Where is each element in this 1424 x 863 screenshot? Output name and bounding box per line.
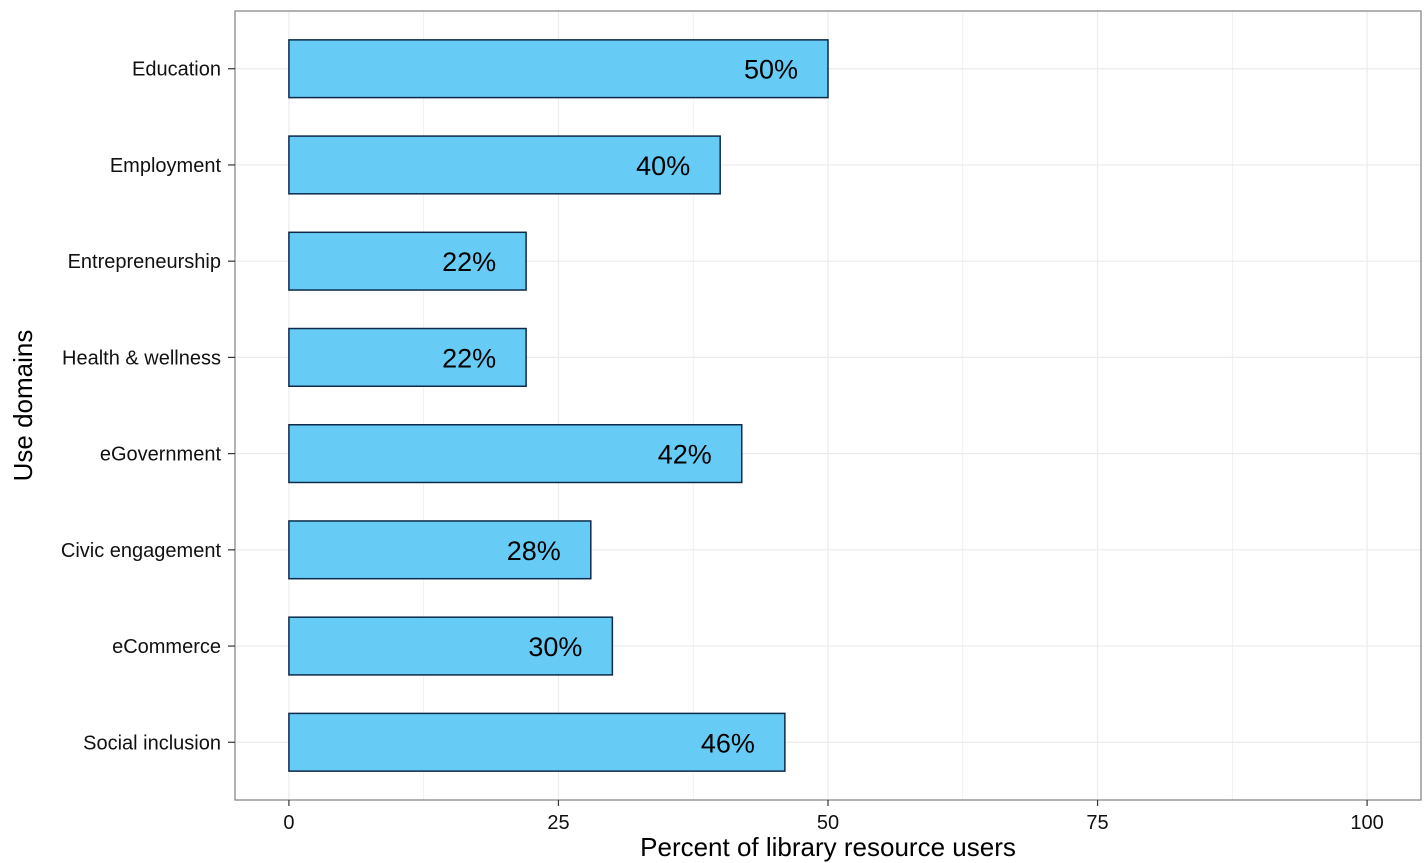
- bar-value-label: 46%: [701, 728, 755, 758]
- bars: [288, 39, 829, 772]
- bar-entrepreneurship: [288, 231, 527, 291]
- y-axis: Education Employment Entrepreneurship Healt…: [61, 59, 235, 754]
- y-tick-label: Health & wellness: [62, 347, 221, 369]
- y-axis-title: Use domains: [8, 330, 38, 482]
- x-tick-label: 25: [547, 812, 569, 834]
- x-tick-label: 75: [1086, 812, 1108, 834]
- y-tick-label: Civic engagement: [61, 540, 222, 562]
- x-tick-label: 0: [283, 812, 294, 834]
- x-axis-title: Percent of library resource users: [640, 832, 1016, 862]
- y-tick-label: eGovernment: [100, 444, 222, 466]
- grid-lines: [235, 11, 1421, 800]
- x-tick-label: 100: [1350, 812, 1383, 834]
- bar-ecommerce: [288, 616, 614, 676]
- data-labels: 50% 40% 22% 22% 42% 28% 30% 46%: [442, 55, 798, 759]
- x-tick-label: 50: [817, 812, 839, 834]
- x-axis: 0 25 50 75 100: [283, 800, 1384, 834]
- bar-value-label: 22%: [442, 247, 496, 277]
- bar-egovernment: [288, 423, 743, 484]
- y-tick-label: Employment: [110, 155, 222, 177]
- bar-value-label: 22%: [442, 343, 496, 373]
- y-tick-label: eCommerce: [112, 636, 221, 658]
- y-tick-label: Entrepreneurship: [68, 251, 221, 273]
- bar-social-inclusion: [288, 712, 786, 772]
- bar-employment: [288, 135, 721, 195]
- y-tick-label: Social inclusion: [83, 732, 221, 754]
- bar-health-wellness: [288, 327, 527, 388]
- bar-value-label: 28%: [507, 536, 561, 566]
- bar-value-label: 42%: [658, 440, 712, 470]
- bar-value-label: 40%: [636, 151, 690, 181]
- bar-value-label: 50%: [744, 55, 798, 85]
- bar-civic-engagement: [288, 520, 592, 580]
- y-tick-label: Education: [132, 59, 221, 81]
- bar-value-label: 30%: [528, 632, 582, 662]
- bar-education: [288, 39, 829, 99]
